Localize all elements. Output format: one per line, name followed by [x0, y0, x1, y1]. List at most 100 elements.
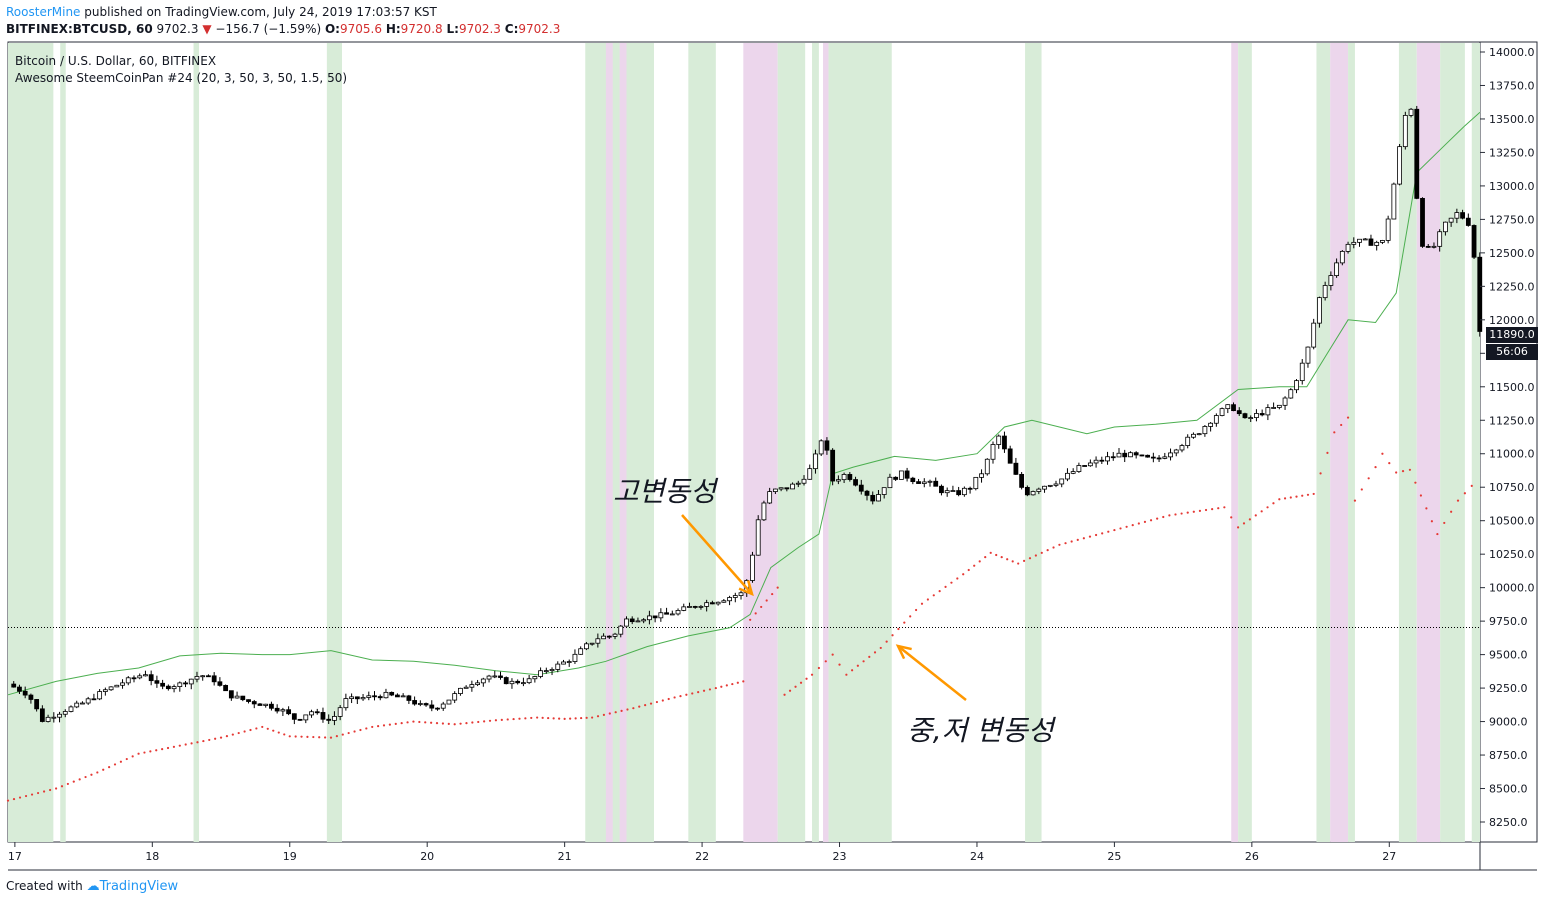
trail-dot: [1306, 493, 1310, 496]
volatility-band: [1238, 43, 1252, 842]
candle-body: [687, 606, 692, 608]
trail-dot: [754, 612, 757, 615]
symbol-label: BITFINEX:BTCUSD, 60: [6, 22, 153, 36]
trail-dot: [42, 790, 46, 793]
candle-body: [801, 478, 807, 484]
candle-body: [1128, 452, 1133, 458]
trail-dot: [178, 744, 181, 747]
trail-dot: [1022, 559, 1026, 562]
trail-dot: [249, 728, 252, 732]
candle-body: [1471, 225, 1477, 258]
volatility-band: [1025, 43, 1042, 842]
candle-body: [1397, 146, 1402, 185]
trail-dot: [1278, 498, 1281, 501]
trail-dot: [783, 693, 786, 696]
trail-dot: [388, 723, 391, 726]
candle-body: [1385, 218, 1391, 241]
publish-info: RoosterMine published on TradingView.com…: [6, 5, 437, 19]
candle-body: [1305, 346, 1311, 364]
candle-body: [228, 690, 234, 699]
indicator-legend[interactable]: Awesome SteemCoinPan #24 (20, 3, 50, 3, …: [15, 71, 348, 85]
trail-dot: [794, 685, 797, 688]
arrow-low-volatility-head: [895, 644, 912, 660]
trail-dot: [430, 721, 433, 724]
candle-body: [57, 713, 62, 718]
candle-body: [1196, 433, 1202, 436]
candle-body: [1225, 404, 1231, 410]
candle-body: [893, 476, 899, 480]
published-text: published on TradingView.com, July 24, 2…: [84, 5, 437, 19]
tradingview-brand[interactable]: TradingView: [99, 879, 179, 894]
trail-dot: [312, 735, 315, 739]
trail-dot: [596, 715, 600, 718]
y-tick-label: 10500.0: [1489, 515, 1535, 528]
trail-dot: [119, 760, 122, 763]
trail-dot: [55, 787, 58, 790]
candle-body: [612, 633, 618, 637]
candle-body: [366, 695, 372, 698]
candle-body: [830, 449, 836, 482]
trail-dot: [506, 718, 509, 721]
candle-body: [1248, 417, 1254, 419]
trail-dot: [477, 720, 480, 724]
tradingview-logo-icon[interactable]: ☁: [86, 879, 100, 894]
arrow-high-volatility-head: [738, 580, 754, 597]
candle-body: [314, 711, 320, 714]
candle-body: [853, 479, 858, 486]
trail-dot: [394, 722, 397, 725]
trail-dot: [1326, 451, 1329, 454]
candle-body: [1465, 217, 1471, 226]
x-tick-label: 22: [695, 850, 709, 863]
candle-body: [1425, 245, 1431, 248]
candle-body: [165, 685, 171, 690]
annotation-high-volatility: 고변동성: [613, 475, 717, 508]
trail-dot: [868, 655, 871, 658]
x-tick-label: 23: [833, 850, 847, 863]
candle-body: [675, 610, 681, 615]
x-tick-label: 19: [283, 850, 297, 863]
candle-body: [148, 674, 154, 682]
candle-body: [131, 677, 137, 680]
trail-dot: [1242, 522, 1246, 525]
volatility-band: [605, 43, 613, 842]
candle-body: [515, 680, 521, 684]
trail-dot: [272, 729, 275, 732]
candle-body: [1076, 465, 1082, 472]
candle-body: [864, 490, 870, 496]
x-tick-label: 17: [8, 850, 22, 863]
candle-body: [417, 703, 423, 705]
candle-body: [263, 703, 269, 706]
candle-body: [933, 480, 939, 487]
author-link[interactable]: RoosterMine: [6, 5, 81, 19]
trail-dot: [1395, 471, 1398, 474]
candle-body: [979, 473, 984, 478]
trail-dot: [341, 733, 344, 736]
trail-dot: [736, 681, 739, 684]
trail-dot: [131, 755, 134, 758]
trail-dot: [318, 736, 321, 739]
candle-body: [732, 595, 738, 598]
trail-dot: [6, 799, 10, 802]
candle-body: [721, 600, 727, 603]
candle-body: [39, 708, 45, 722]
candle-body: [790, 483, 795, 490]
footer: Created with ☁TradingView: [6, 879, 178, 894]
trail-dot: [536, 716, 539, 719]
trail-dot: [208, 738, 211, 742]
candle-body: [1299, 362, 1305, 382]
candle-body: [669, 613, 675, 616]
candle-body: [973, 476, 979, 490]
volatility-band: [1348, 43, 1355, 842]
candle-body: [469, 684, 475, 688]
candle-body: [108, 686, 114, 691]
y-tick-label: 11250.0: [1489, 414, 1535, 427]
trail-dot: [277, 731, 280, 734]
y-tick-label: 12750.0: [1489, 213, 1535, 226]
candle-body: [738, 592, 744, 596]
trail-dot: [102, 768, 105, 771]
trail-dot: [1113, 528, 1116, 532]
trail-dot: [995, 553, 998, 557]
candle-body: [1259, 413, 1265, 416]
y-tick-label: 9500.0: [1489, 649, 1528, 662]
